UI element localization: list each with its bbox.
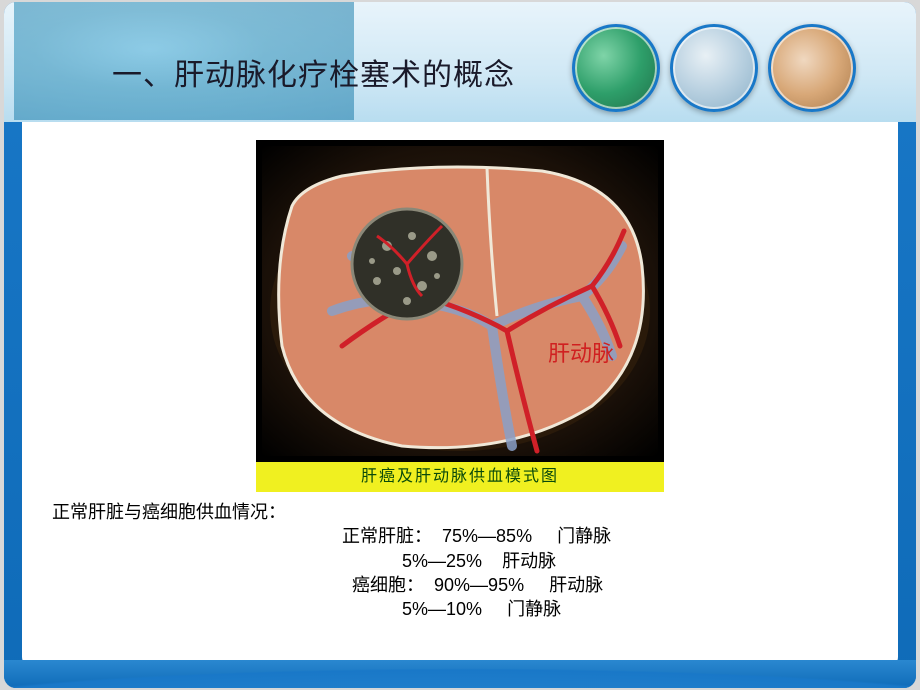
- slide-frame: 一、肝动脉化疗栓塞术的概念: [4, 2, 916, 688]
- blood-supply-table: 正常肝脏： 75%—85% 门静脉 5%—25% 肝动脉 癌细胞： 90%—95…: [22, 524, 898, 621]
- row-vessel: 门静脉: [507, 599, 561, 619]
- header-circle-group: [572, 24, 856, 112]
- row-range: 5%—10%: [402, 599, 482, 619]
- row-vessel: 肝动脉: [502, 551, 556, 571]
- header-circle-icon: [670, 24, 758, 112]
- row-label: 正常肝脏：: [342, 526, 432, 546]
- diagram-caption: 肝癌及肝动脉供血模式图: [256, 462, 664, 492]
- row-vessel: 肝动脉: [549, 575, 603, 595]
- subtitle: 正常肝脏与癌细胞供血情况：: [22, 500, 898, 524]
- slide-content: 肝动脉 肝癌及肝动脉供血模式图 正常肝脏与癌细胞供血情况： 正常肝脏： 75%—…: [22, 122, 898, 667]
- table-row: 5%—10% 门静脉: [342, 597, 898, 621]
- row-range: 5%—25%: [402, 551, 482, 571]
- header-circle-icon: [768, 24, 856, 112]
- liver-diagram: 肝动脉 肝癌及肝动脉供血模式图: [256, 140, 664, 492]
- row-label: 癌细胞：: [352, 575, 424, 595]
- row-range: 75%—85%: [442, 526, 532, 546]
- footer-curve: [4, 628, 916, 688]
- slide-header: 一、肝动脉化疗栓塞术的概念: [4, 2, 916, 122]
- liver-svg: [262, 146, 658, 456]
- slide-title: 一、肝动脉化疗栓塞术的概念: [112, 50, 515, 94]
- table-row: 癌细胞： 90%—95% 肝动脉: [342, 573, 898, 597]
- table-row: 正常肝脏： 75%—85% 门静脉: [342, 524, 898, 548]
- table-row: 5%—25% 肝动脉: [342, 549, 898, 573]
- row-range: 90%—95%: [434, 575, 524, 595]
- artery-label: 肝动脉: [548, 336, 614, 368]
- row-vessel: 门静脉: [557, 526, 611, 546]
- header-circle-icon: [572, 24, 660, 112]
